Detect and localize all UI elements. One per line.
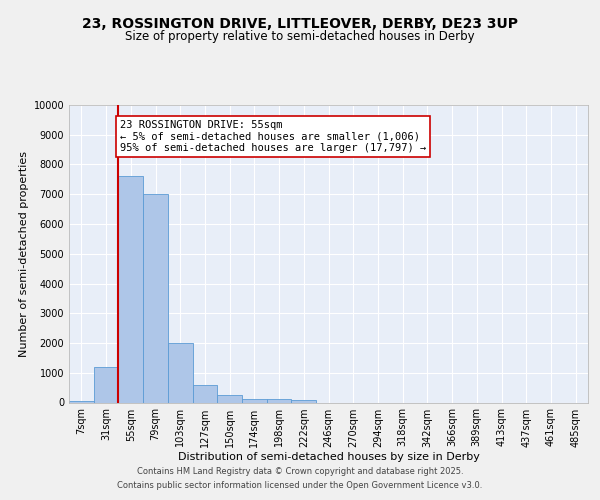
Text: Size of property relative to semi-detached houses in Derby: Size of property relative to semi-detach… (125, 30, 475, 43)
Bar (69, 401, 94, 402)
Bar (168, 343, 193, 402)
Text: 23 ROSSINGTON DRIVE: 55sqm
← 5% of semi-detached houses are smaller (1,006)
95% : 23 ROSSINGTON DRIVE: 55sqm ← 5% of semi-… (119, 120, 426, 153)
Bar (94, 367, 118, 402)
Bar (292, 400, 316, 402)
Text: 23, ROSSINGTON DRIVE, LITTLEOVER, DERBY, DE23 3UP: 23, ROSSINGTON DRIVE, LITTLEOVER, DERBY,… (82, 18, 518, 32)
Bar (217, 395, 242, 402)
Bar (242, 398, 267, 402)
Bar (193, 384, 217, 402)
Y-axis label: Number of semi-detached properties: Number of semi-detached properties (19, 151, 29, 357)
Text: Contains public sector information licensed under the Open Government Licence v3: Contains public sector information licen… (118, 481, 482, 490)
Bar (118, 176, 143, 402)
Bar (267, 399, 292, 402)
X-axis label: Distribution of semi-detached houses by size in Derby: Distribution of semi-detached houses by … (178, 452, 479, 462)
Bar (143, 194, 168, 402)
Text: Contains HM Land Registry data © Crown copyright and database right 2025.: Contains HM Land Registry data © Crown c… (137, 467, 463, 476)
